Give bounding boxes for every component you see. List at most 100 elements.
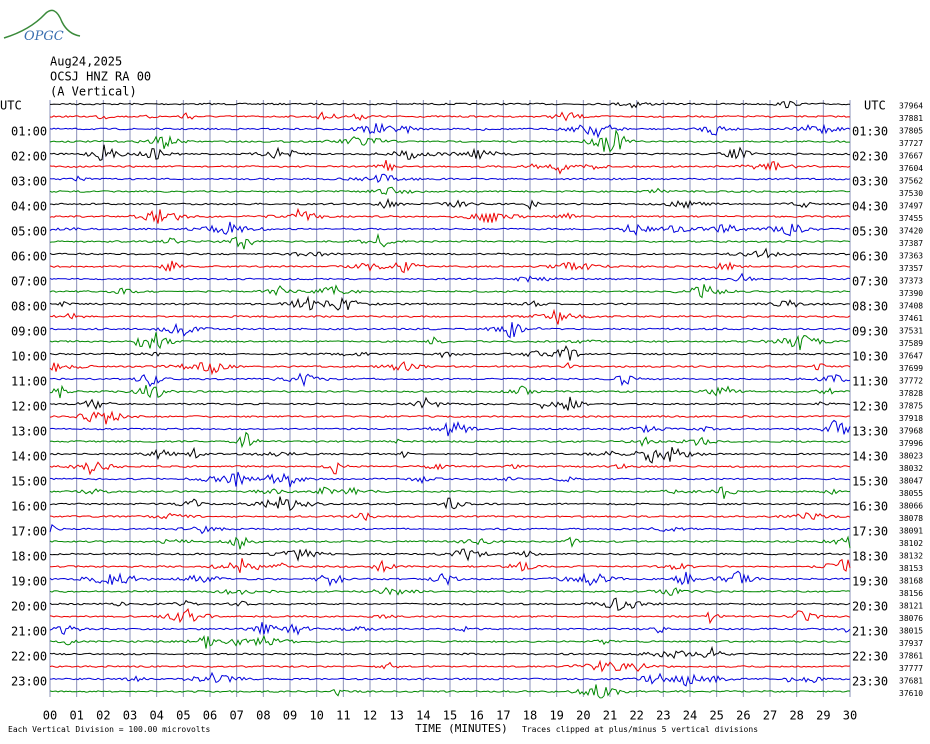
trace [49, 173, 851, 183]
component: (A Vertical) [50, 85, 137, 99]
trace [49, 486, 851, 499]
half-hour-label: 18:30 [852, 550, 888, 564]
x-tick-label: 07 [229, 709, 243, 723]
half-hour-label: 04:30 [852, 200, 888, 214]
trace [49, 471, 851, 488]
half-hour-label: 07:30 [852, 275, 888, 289]
x-tick-label: 20 [576, 709, 590, 723]
trace [49, 512, 851, 522]
hour-label: 03:00 [11, 175, 47, 189]
hour-label: 22:00 [11, 650, 47, 664]
x-tick-label: 30 [843, 709, 857, 723]
trace [49, 221, 851, 237]
trace-number: 37604 [899, 164, 923, 173]
trace-number: 37530 [899, 189, 923, 198]
trace [49, 535, 851, 550]
x-tick-label: 18 [523, 709, 537, 723]
trace-number: 37918 [899, 414, 923, 423]
hour-label: 09:00 [11, 325, 47, 339]
trace [49, 345, 851, 361]
logo-text: OPGC [24, 29, 64, 44]
trace-number: 38168 [899, 577, 923, 586]
trace-number: 37390 [899, 289, 923, 298]
trace-number: 37937 [899, 639, 923, 648]
half-hour-label: 09:30 [852, 325, 888, 339]
x-tick-label: 13 [389, 709, 403, 723]
trace [49, 122, 851, 139]
hour-label: 12:00 [11, 400, 47, 414]
trace-number: 38078 [899, 514, 923, 523]
x-tick-label: 21 [603, 709, 617, 723]
hour-label: 18:00 [11, 550, 47, 564]
trace-number: 37408 [899, 302, 923, 311]
x-tick-label: 24 [683, 709, 697, 723]
trace [50, 558, 851, 574]
x-tick-label: 03 [123, 709, 137, 723]
hour-label: 19:00 [11, 575, 47, 589]
x-tick-label: 05 [176, 709, 190, 723]
trace-number: 37964 [899, 102, 923, 111]
grid [49, 100, 851, 697]
trace-number: 37828 [899, 389, 923, 398]
trace [49, 608, 851, 625]
trace [49, 308, 851, 325]
trace-number: 38047 [899, 477, 923, 486]
labels: 00 01 02 03 04 05 06 07 08 09 10 11 12 13 14 15 16 17 18 19… [11, 102, 923, 723]
x-tick-label: 00 [43, 709, 57, 723]
trace-number: 37772 [899, 377, 923, 386]
x-tick-label: 08 [256, 709, 270, 723]
trace-number: 37667 [899, 152, 923, 161]
trace [49, 419, 851, 437]
x-tick-label: 14 [416, 709, 430, 723]
traces [49, 100, 851, 699]
x-tick-label: 19 [549, 709, 563, 723]
half-hour-label: 02:30 [852, 150, 888, 164]
utc-left: UTC [0, 99, 22, 113]
trace-number: 38132 [899, 552, 923, 561]
division-note: Each Vertical Division = 100.00 microvol… [8, 725, 210, 734]
trace-number: 37589 [899, 339, 923, 348]
hour-label: 21:00 [11, 625, 47, 639]
trace [49, 634, 851, 649]
trace-number: 37681 [899, 677, 923, 686]
hour-label: 10:00 [11, 350, 47, 364]
trace [49, 524, 851, 535]
hour-label: 13:00 [11, 425, 47, 439]
hour-label: 20:00 [11, 600, 47, 614]
trace-number: 38102 [899, 539, 923, 548]
trace-number: 37357 [899, 264, 923, 273]
x-tick-label: 27 [763, 709, 777, 723]
trace-number: 37387 [899, 239, 923, 248]
trace-number: 37373 [899, 277, 923, 286]
trace [49, 446, 851, 464]
trace-number: 38153 [899, 564, 923, 573]
trace-number: 37875 [899, 402, 923, 411]
half-hour-label: 01:30 [852, 125, 888, 139]
trace [49, 461, 851, 476]
date: Aug24,2025 [50, 55, 122, 69]
trace [49, 144, 851, 162]
x-tick-label: 06 [203, 709, 217, 723]
trace-number: 37461 [899, 314, 923, 323]
half-hour-label: 22:30 [852, 650, 888, 664]
trace [49, 332, 851, 351]
station: OCSJ HNZ RA 00 [50, 70, 151, 84]
x-tick-label: 11 [336, 709, 350, 723]
trace [49, 622, 851, 636]
trace-number: 38156 [899, 589, 923, 598]
half-hour-label: 10:30 [852, 350, 888, 364]
x-tick-label: 22 [629, 709, 643, 723]
trace [49, 570, 851, 587]
utc-right: UTC [864, 99, 886, 113]
trace-number: 38076 [899, 614, 923, 623]
hour-label: 01:00 [11, 125, 47, 139]
trace [49, 548, 851, 562]
x-tick-label: 29 [816, 709, 830, 723]
x-tick-label: 01 [69, 709, 83, 723]
trace [49, 284, 851, 299]
trace-number: 37699 [899, 364, 923, 373]
x-tick-label: 02 [96, 709, 110, 723]
trace-number: 37455 [899, 214, 923, 223]
trace [49, 384, 851, 399]
half-hour-label: 03:30 [852, 175, 888, 189]
